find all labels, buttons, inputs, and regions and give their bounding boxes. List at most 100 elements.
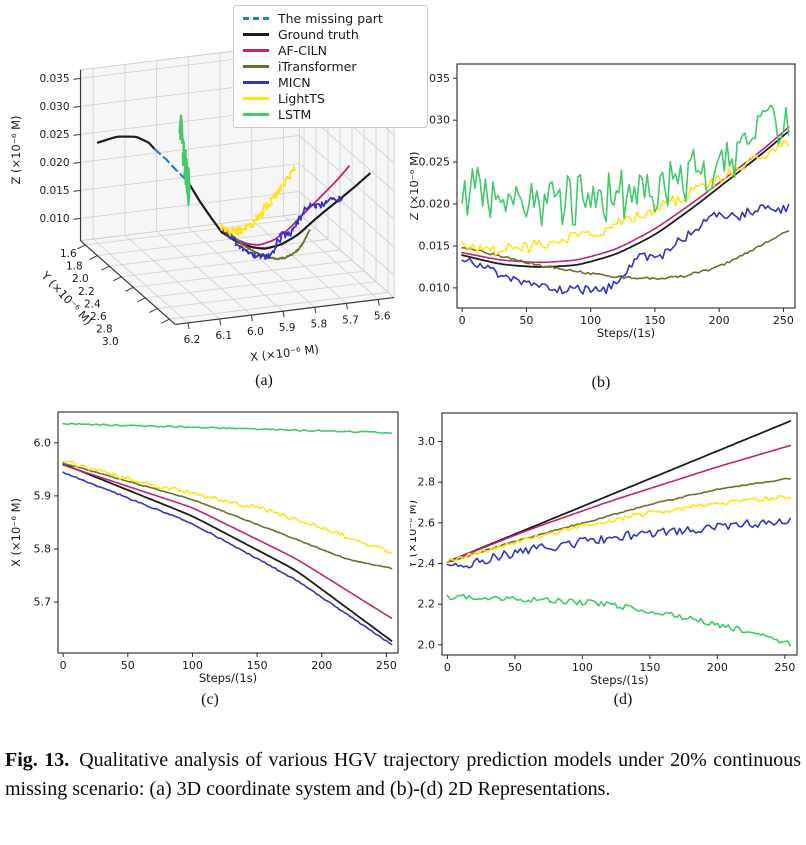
x-axis-edge xyxy=(175,296,395,326)
x-tick-label: 250 xyxy=(773,314,794,327)
grid-line xyxy=(251,219,347,304)
x-tick-label: 6.0 xyxy=(247,326,264,338)
x-tick xyxy=(346,303,348,310)
grid-line xyxy=(133,260,353,288)
y-axis-label: Y (×10⁻⁶ M) xyxy=(410,500,419,569)
x-tick-label: 100 xyxy=(580,314,601,327)
grid-line xyxy=(298,135,395,220)
y-tick-label: 0.015 xyxy=(419,239,451,252)
x-tick-label: 150 xyxy=(644,314,665,327)
y-tick-label: 5.7 xyxy=(34,596,52,609)
trajectory-3d-lstm xyxy=(178,114,191,207)
x-tick-label: 5.9 xyxy=(279,322,296,334)
x-axis-label: X (×10⁻⁶ M) xyxy=(249,342,319,364)
z-tick-label: 0.035 xyxy=(39,73,69,85)
x-tick xyxy=(314,307,317,314)
legend-item-label: Ground truth xyxy=(278,27,359,42)
line-swatch-icon xyxy=(243,49,269,52)
grid-line xyxy=(121,249,341,278)
series-line-ground-truth xyxy=(446,420,792,563)
axes-frame xyxy=(456,63,796,309)
grid-line xyxy=(188,227,284,312)
y-tick-label: 0.025 xyxy=(419,156,451,169)
y-tick-label: 0.010 xyxy=(419,281,451,294)
series-line-itransformer xyxy=(461,230,790,281)
y-axis-label: X (×10⁻⁶ M) xyxy=(9,498,23,567)
axes-frame xyxy=(57,411,399,654)
z-tick xyxy=(73,161,81,164)
legend: The missing part Ground truth AF-CILN iT… xyxy=(233,5,428,128)
x-tick-label: 200 xyxy=(311,659,332,672)
z-tick xyxy=(73,217,81,220)
x-tick-label: 250 xyxy=(774,661,795,674)
x-tick xyxy=(377,299,380,306)
x-tick-label: 5.7 xyxy=(342,314,359,326)
grid-line xyxy=(85,217,305,246)
x-tick-label: 150 xyxy=(639,661,660,674)
line-swatch-icon xyxy=(243,113,269,116)
legend-item-label: MICN xyxy=(278,75,311,90)
x-tick-label: 200 xyxy=(707,661,728,674)
grid-line xyxy=(298,163,395,248)
legend-item-lstm: LSTM xyxy=(243,107,419,122)
x-tick-label: 100 xyxy=(182,659,203,672)
grid-line xyxy=(80,190,300,219)
series-line-af-ciln xyxy=(461,126,790,264)
grid-line xyxy=(124,234,220,320)
legend-item-label: AF-CILN xyxy=(278,43,327,58)
y-tick-label: 2.8 xyxy=(418,476,436,489)
x-tick xyxy=(250,315,253,322)
series-line-lightts xyxy=(446,494,792,563)
y-tick-label: 1.6 xyxy=(60,248,77,260)
grid-line xyxy=(97,228,317,257)
y-tick xyxy=(89,255,98,261)
y-tick xyxy=(137,297,146,303)
z-tick-label: 0.030 xyxy=(39,101,69,113)
series-line-lstm xyxy=(62,422,393,435)
legend-item-af-ciln: AF-CILN xyxy=(243,43,419,58)
grid-line xyxy=(157,281,377,310)
x-tick xyxy=(219,318,222,326)
x-tick-label: 0 xyxy=(60,659,67,672)
y-axis-edge xyxy=(80,240,176,325)
series-line-micn xyxy=(446,517,792,569)
z-tick xyxy=(73,189,81,192)
y-tick xyxy=(125,286,134,292)
grid-line xyxy=(92,238,189,324)
ground-truth-history-line xyxy=(96,135,156,151)
y-tick-label: 3.0 xyxy=(102,336,119,348)
ground-truth-history-line-2 xyxy=(186,180,224,234)
trajectory-3d-lightts xyxy=(220,165,296,237)
series-line-micn xyxy=(62,471,393,646)
grid-line xyxy=(156,231,252,316)
x-tick-label: 50 xyxy=(508,661,522,674)
z-tick xyxy=(73,77,81,80)
y-tick-label: 3.0 xyxy=(418,435,436,448)
z-tick-label: 0.015 xyxy=(39,185,69,197)
line-swatch-icon xyxy=(243,65,269,68)
y-tick-label: 2.0 xyxy=(72,273,89,285)
grid-line xyxy=(283,215,379,300)
z-tick-label: 0.020 xyxy=(39,157,69,169)
grid-line xyxy=(80,134,300,163)
legend-item-label: LightTS xyxy=(278,91,325,106)
legend-item-label: iTransformer xyxy=(278,59,357,74)
dashed-line-swatch-icon xyxy=(243,17,269,20)
y-tick-label: 5.8 xyxy=(34,542,52,555)
y-tick xyxy=(113,276,122,282)
trajectory-3d-micn xyxy=(225,195,345,261)
legend-item-missing-part: The missing part xyxy=(243,11,419,26)
y-tick-label: 2.0 xyxy=(418,638,436,651)
panel-caption-a: (a) xyxy=(255,372,273,389)
y-tick xyxy=(77,244,86,250)
y-tick-label: 2.8 xyxy=(96,324,113,336)
y-tick-label: 2.6 xyxy=(90,311,107,323)
x-tick-label: 0 xyxy=(459,314,466,327)
y-tick-label: 0.020 xyxy=(419,198,451,211)
x-tick-label: 6.1 xyxy=(215,330,232,342)
legend-item-label: The missing part xyxy=(278,11,383,26)
y-tick xyxy=(101,265,110,271)
y-tick-label: 2.4 xyxy=(84,298,101,310)
grid-line xyxy=(169,291,389,320)
